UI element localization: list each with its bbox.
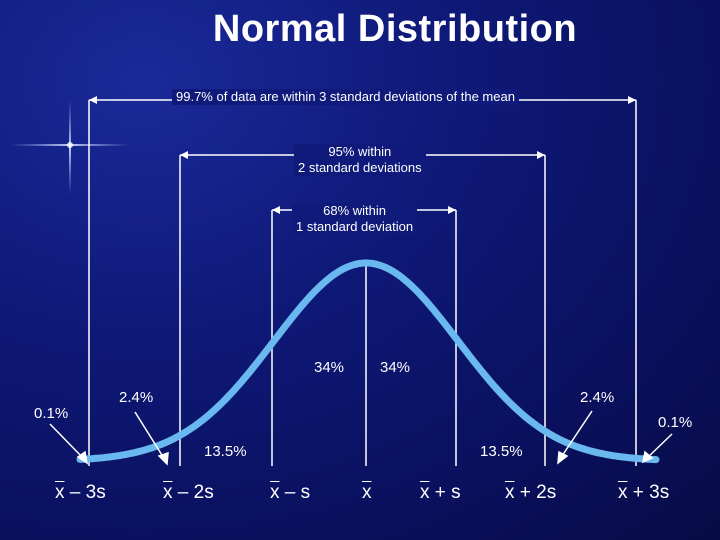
bracket-3sd-label: 99.7% of data are within 3 standard devi… [172, 89, 519, 105]
bracket-1sd-label-line2: 1 standard deviation [296, 219, 414, 234]
axis-label-mean: x [362, 482, 372, 503]
axis-label-mean-plus-3s: x + 3s [618, 482, 670, 503]
pct-left-tail2: 2.4% [119, 389, 154, 406]
axis-label-mean-minus-s: x – s [270, 482, 311, 503]
bracket-2sd-label-line1: 95% within [328, 144, 392, 159]
page-title: Normal Distribution [212, 8, 578, 50]
pointer-arrow-left-2sd [134, 411, 166, 461]
axis-label-mean-plus-2s: x + 2s [505, 482, 557, 503]
arrow-head-icon [448, 206, 456, 214]
axis-label-mean-plus-s: x + s [420, 482, 461, 503]
pointer-arrow-right-2sd [559, 410, 593, 460]
pct-right-tail3: 0.1% [658, 414, 693, 431]
bracket-2sd-label: 95% within 2 standard deviations [294, 144, 426, 176]
pct-left-tail3: 0.1% [34, 405, 69, 422]
arrow-head-icon [641, 450, 654, 464]
arrow-head-icon [89, 96, 97, 104]
pointer-arrow-right-3sd [645, 433, 673, 460]
bracket-1sd-label-line1: 68% within [323, 203, 386, 218]
axis-label-mean-minus-2s: x – 2s [163, 482, 214, 503]
axis-label-mean-minus-3s: x – 3s [55, 482, 106, 503]
bracket-1sd-label: 68% within 1 standard deviation [292, 203, 418, 235]
arrow-head-icon [76, 450, 89, 465]
arrow-head-icon [272, 206, 280, 214]
arrow-head-icon [557, 450, 569, 465]
arrow-head-icon [157, 451, 169, 466]
pct-right-mid: 13.5% [480, 443, 523, 460]
pct-left-center: 34% [314, 359, 345, 376]
arrow-head-icon [628, 96, 636, 104]
arrow-head-icon [537, 151, 545, 159]
normal-curve [76, 259, 660, 464]
arrow-head-icon [180, 151, 188, 159]
pct-right-tail2: 2.4% [580, 389, 615, 406]
pointer-arrow-left-3sd [49, 423, 85, 460]
bracket-2sd-label-line2: 2 standard deviations [298, 160, 422, 175]
pct-right-center: 34% [380, 359, 411, 376]
pct-left-mid: 13.5% [204, 443, 247, 460]
